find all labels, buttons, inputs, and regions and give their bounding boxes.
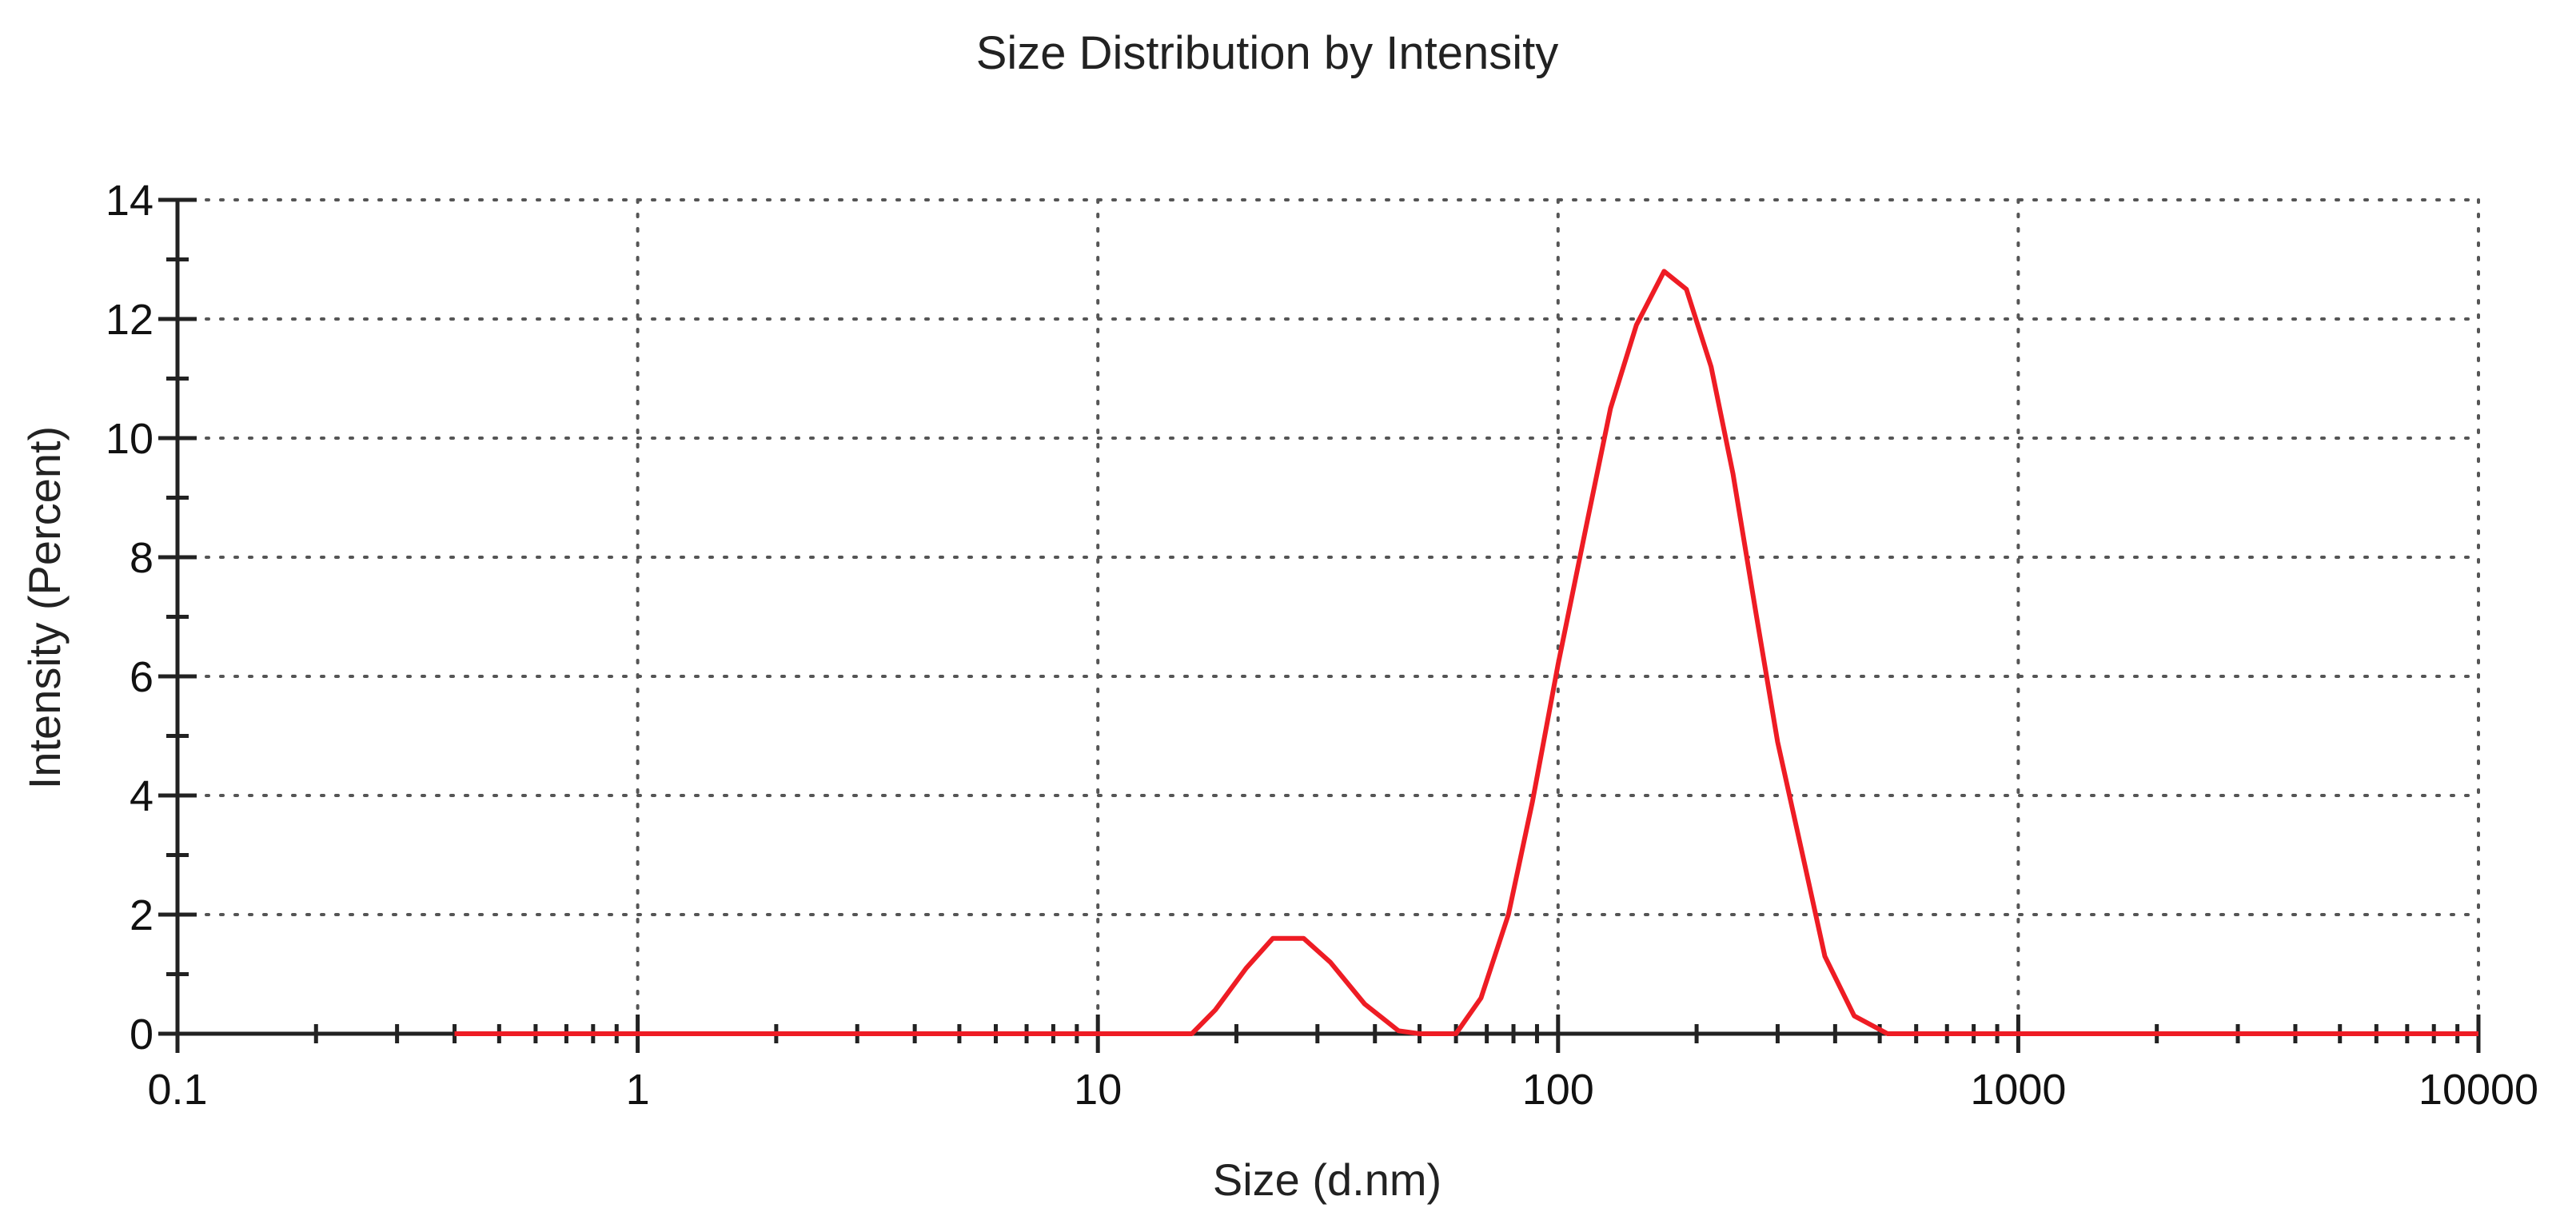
y-tick-label: 6 <box>130 653 154 701</box>
y-tick-label: 14 <box>106 177 154 225</box>
y-tick-label: 0 <box>130 1011 154 1059</box>
y-tick-label: 10 <box>106 415 154 463</box>
x-tick-label: 1 <box>626 1066 650 1114</box>
x-tick-label: 0.1 <box>147 1066 207 1114</box>
grid-layer <box>176 198 2480 1035</box>
x-tick-label: 1000 <box>1970 1066 2066 1114</box>
series-line-0 <box>454 269 2478 1036</box>
y-axis-label: Intensity (Percent) <box>19 426 70 789</box>
x-tick-label: 100 <box>1522 1066 1594 1114</box>
y-tick-label: 12 <box>106 296 154 344</box>
y-tick-label: 2 <box>130 891 154 939</box>
y-tick-label: 4 <box>130 772 154 820</box>
x-tick-label: 10 <box>1074 1066 1122 1114</box>
tick-labels: 0 2 4 6 8 10 12 14 0.1 1 10 100 1000 10000 <box>106 177 2538 1114</box>
series-layer <box>454 269 2478 1036</box>
x-tick-label: 10000 <box>2418 1066 2538 1114</box>
axes <box>158 197 2481 1053</box>
chart-title: Size Distribution by Intensity <box>976 27 1559 79</box>
x-axis-label: Size (d.nm) <box>1213 1154 1442 1205</box>
y-tick-label: 8 <box>130 534 154 582</box>
